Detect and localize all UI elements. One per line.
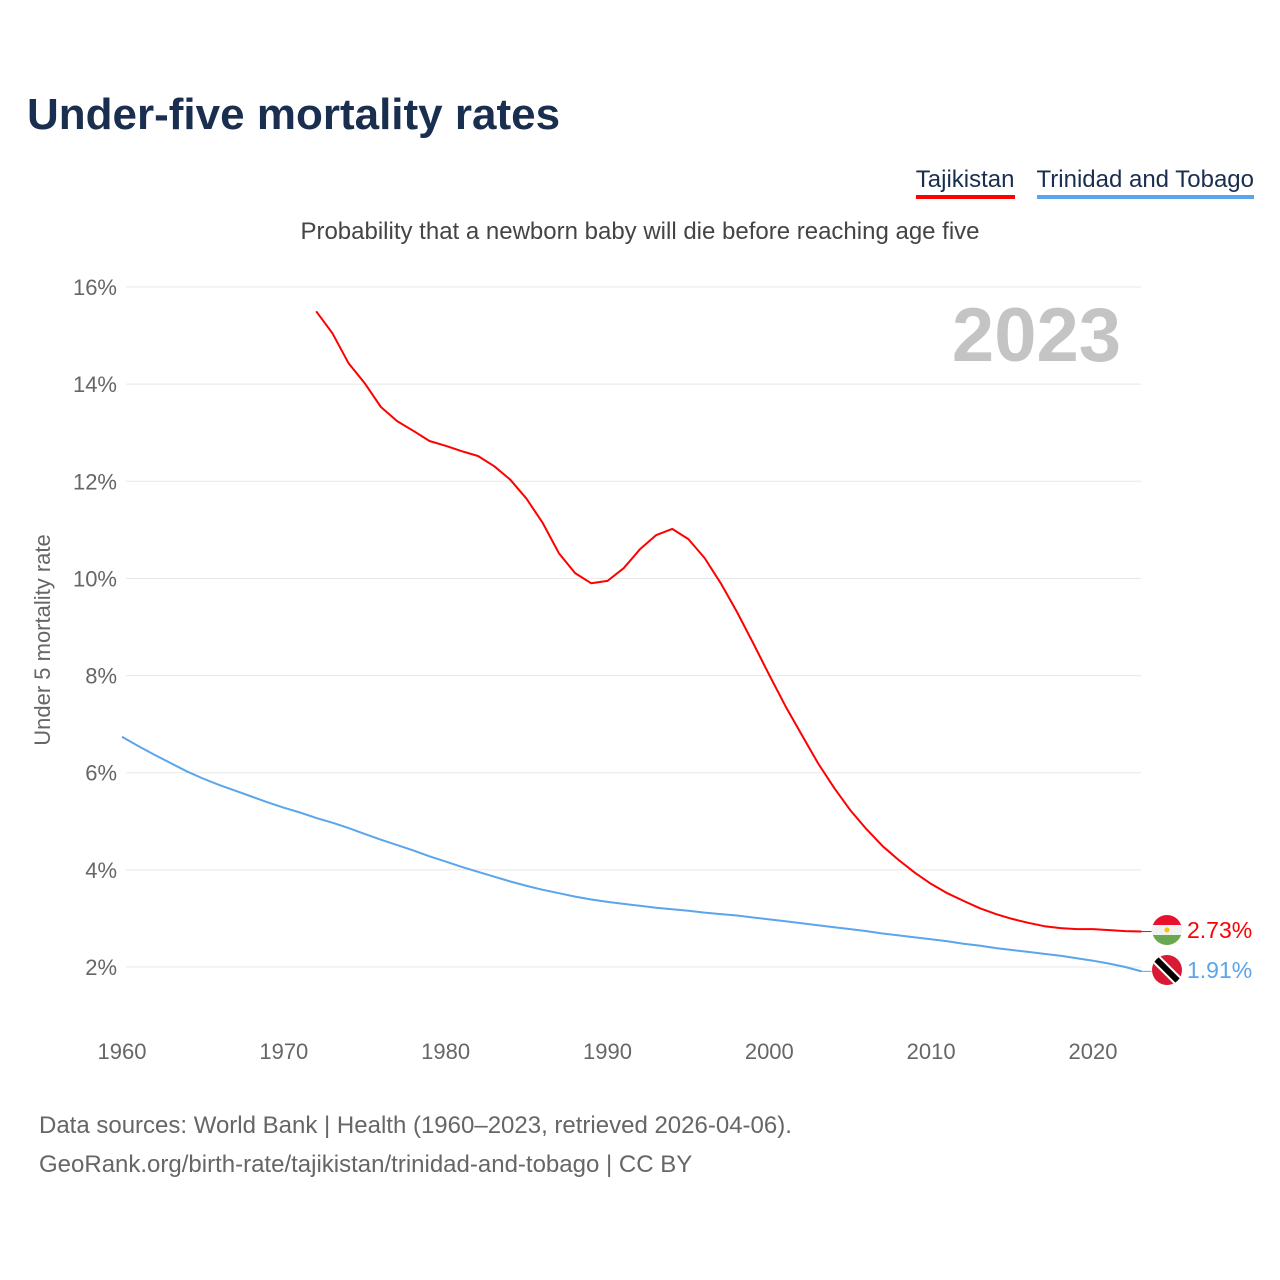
source-line-2: GeoRank.org/birth-rate/tajikistan/trinid… [39,1151,693,1178]
y-tick-label: 10% [73,566,117,591]
x-tick-label: 1970 [259,1039,308,1064]
legend-item-tajikistan[interactable]: Tajikistan [915,166,1015,199]
source-note: Data sources: World Bank | Health (1960–… [39,1106,792,1184]
x-tick-label: 2010 [907,1039,956,1064]
y-tick-label: 14% [73,372,117,397]
series-line-tajikistan [315,310,1142,933]
x-tick-label: 2000 [745,1039,794,1064]
y-tick-label: 4% [85,858,117,883]
y-tick-label: 12% [73,469,117,494]
year-watermark: 2023 [952,293,1121,378]
y-axis-label: Under 5 mortality rate [30,534,55,746]
y-tick-label: 16% [73,275,117,300]
chart-title: Under-five mortality rates [27,90,561,139]
x-tick-label: 1990 [583,1039,632,1064]
legend: Tajikistan Trinidad and Tobago [915,166,1254,199]
legend-item-trinidad-and-tobago[interactable]: Trinidad and Tobago [1036,166,1254,199]
tajikistan-flag [1152,915,1182,945]
y-tick-label: 8% [85,664,117,689]
x-tick-label: 2020 [1069,1039,1118,1064]
series-line-trinidad-and-tobago [121,735,1142,973]
chart-subtitle: Probability that a newborn baby will die… [300,218,980,245]
x-tick-label: 1980 [421,1039,470,1064]
end-value-label: 2.73% [1187,917,1252,943]
end-value-label: 1.91% [1187,957,1252,983]
x-tick-label: 1960 [98,1039,147,1064]
trinidad-and-tobago-flag [1152,955,1182,985]
source-line-1: Data sources: World Bank | Health (1960–… [39,1112,792,1139]
y-tick-label: 6% [85,761,117,786]
y-tick-label: 2% [85,955,117,980]
